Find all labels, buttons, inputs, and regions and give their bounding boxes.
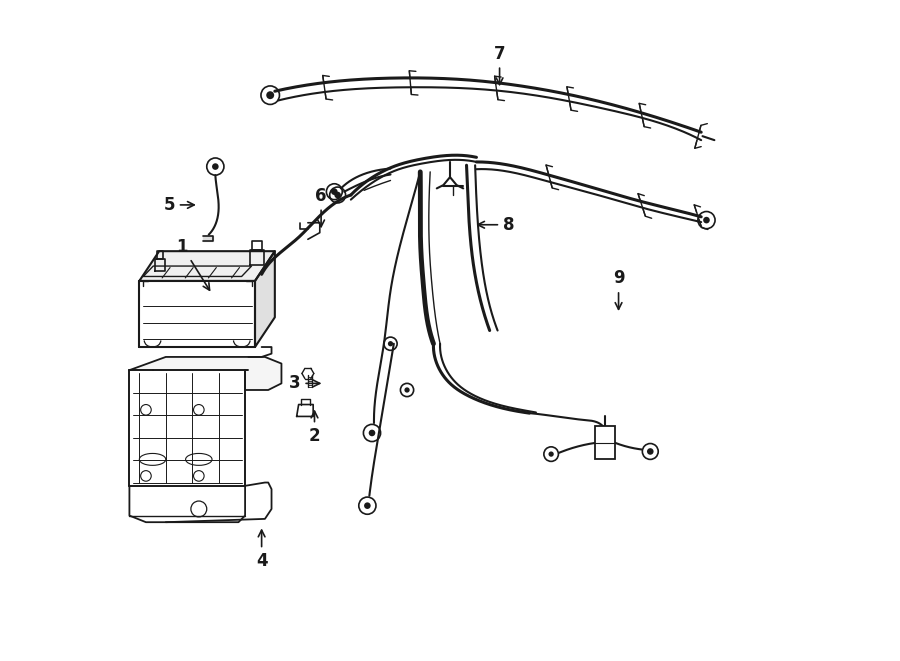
Text: 4: 4 [256,530,267,570]
Text: 6: 6 [315,186,327,227]
Circle shape [364,502,371,509]
Text: 1: 1 [176,237,210,290]
Circle shape [266,91,274,99]
Circle shape [647,448,653,455]
Text: 3: 3 [289,374,320,393]
Circle shape [331,188,338,195]
Text: 9: 9 [613,269,625,309]
Circle shape [404,387,410,393]
Polygon shape [255,251,274,347]
Circle shape [369,430,375,436]
Circle shape [703,217,710,223]
Polygon shape [140,251,274,281]
Text: 8: 8 [478,215,515,234]
Text: 2: 2 [309,411,320,446]
Circle shape [212,163,219,170]
Polygon shape [203,236,213,241]
Text: 5: 5 [163,196,194,214]
Circle shape [334,192,341,198]
Circle shape [548,451,554,457]
Polygon shape [130,357,282,390]
Text: 7: 7 [494,44,506,85]
Bar [596,426,616,459]
Circle shape [388,341,393,346]
